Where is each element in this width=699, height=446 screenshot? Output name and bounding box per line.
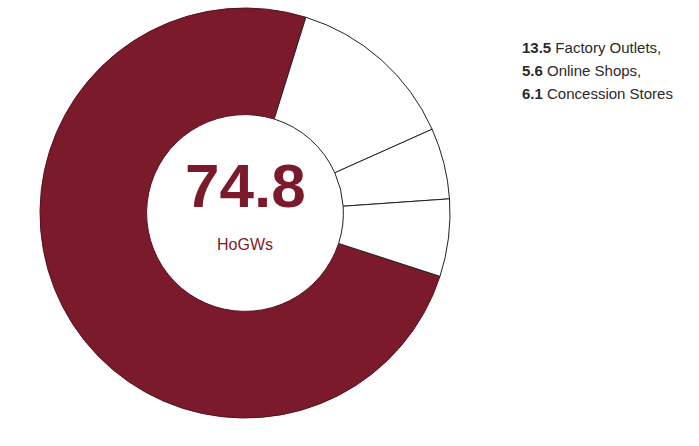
svg-text:13.5 Factory Outlets,: 13.5 Factory Outlets, xyxy=(522,39,661,56)
svg-text:HoGWs: HoGWs xyxy=(217,236,273,253)
svg-text:6.1 Concession Stores: 6.1 Concession Stores xyxy=(522,85,673,102)
svg-text:74.8: 74.8 xyxy=(185,151,306,220)
svg-text:5.6 Online Shops,: 5.6 Online Shops, xyxy=(522,62,641,79)
